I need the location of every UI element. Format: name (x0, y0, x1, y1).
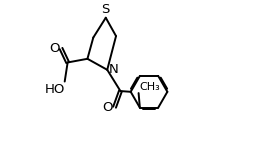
Text: N: N (109, 63, 119, 76)
Text: S: S (102, 3, 110, 16)
Text: O: O (102, 101, 113, 114)
Text: CH₃: CH₃ (139, 82, 160, 92)
Text: O: O (49, 42, 60, 55)
Text: HO: HO (44, 83, 65, 96)
